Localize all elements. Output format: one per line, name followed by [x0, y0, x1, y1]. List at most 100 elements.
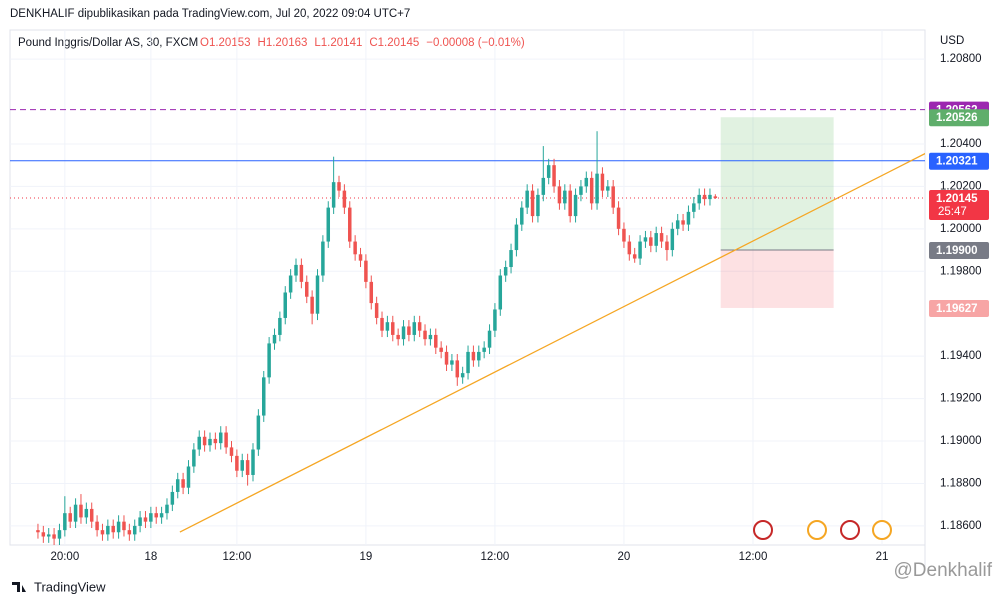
candle-body [192, 449, 196, 467]
candle-body [175, 479, 180, 492]
price-tag-label: 1.20321 [936, 156, 978, 168]
candle-body [584, 177, 589, 187]
candle-body [589, 177, 594, 204]
candle-body [380, 317, 384, 331]
candle-body [84, 508, 89, 518]
candle-body [229, 447, 234, 456]
candle-body [654, 233, 658, 246]
candle-body [622, 228, 626, 242]
candle-body [466, 351, 470, 374]
price-tag [929, 190, 989, 221]
candle-body [444, 351, 449, 365]
candle-body [218, 432, 223, 444]
candle-body [611, 186, 615, 208]
candle-body [111, 525, 115, 533]
price-tag-label: 1.19900 [936, 245, 978, 257]
flag-icon[interactable] [840, 520, 860, 540]
candle-body [208, 438, 212, 446]
candle-body [595, 173, 599, 204]
y-tick-label: 1.20200 [940, 180, 982, 192]
legend-value: L1.20141 [314, 37, 362, 49]
flag-icon[interactable] [872, 520, 892, 540]
candle-body [525, 190, 529, 208]
candle-body [649, 237, 653, 246]
symbol-title: Pound Inggris/Dollar AS, 30, FXCM [18, 37, 198, 49]
plot [10, 30, 925, 545]
price-tag-label: 1.20526 [936, 112, 978, 124]
candle-body [240, 460, 244, 471]
candle-body [407, 326, 411, 335]
y-tick-label: 1.20800 [940, 53, 982, 65]
y-tick-label: 1.19000 [940, 435, 982, 447]
y-tick-label: 1.20000 [940, 223, 982, 235]
x-tick-label: 19 [359, 551, 372, 563]
countdown: 25:47 [938, 206, 967, 218]
candle-body [181, 479, 185, 488]
watermark: @Denkhalif [894, 560, 993, 581]
candle-body [79, 504, 83, 518]
candle-body [224, 432, 228, 448]
candle-body [697, 194, 701, 204]
candle-body [638, 241, 642, 259]
candle-body [423, 330, 427, 340]
candle-body [675, 220, 680, 229]
candle-body [52, 534, 56, 539]
price-tag [929, 109, 989, 127]
x-tick-label: 21 [876, 551, 889, 563]
candle-body [122, 521, 126, 531]
legend-value: O1.20153 [200, 37, 251, 49]
price-tag [929, 299, 989, 317]
candle-body [116, 521, 121, 533]
x-tick-label: 18 [144, 551, 157, 563]
candle-body [353, 241, 357, 255]
x-tick-label: 20:00 [50, 551, 79, 563]
candle-body [46, 534, 51, 537]
candle-body [272, 334, 277, 344]
candle-body [165, 504, 169, 514]
stop-zone [720, 250, 834, 308]
flag-icon[interactable] [807, 520, 827, 540]
candle-body [665, 241, 669, 251]
candle-body [428, 334, 433, 340]
candle-body [235, 455, 239, 471]
candle-body [417, 322, 422, 331]
candle-body [337, 182, 341, 191]
trendline [179, 152, 925, 533]
flag-icon[interactable] [753, 520, 773, 540]
candle-body [348, 207, 352, 242]
currency: USD [940, 35, 964, 47]
candle-body [170, 491, 175, 505]
price-tag [929, 242, 989, 260]
candle-body [401, 326, 406, 340]
candle-body [197, 436, 201, 450]
y-tick-label: 1.19200 [940, 393, 982, 405]
candle-body [487, 330, 492, 348]
candle-body [326, 207, 331, 242]
x-tick-label: 12:00 [739, 551, 768, 563]
candle-body [643, 237, 648, 242]
candle-body [385, 322, 390, 331]
candle-body [36, 530, 40, 533]
y-tick-label: 1.19800 [940, 265, 982, 277]
event-flags [753, 520, 892, 540]
candle-body [89, 508, 94, 522]
candle-body [536, 194, 540, 217]
candle-body [557, 186, 562, 204]
candle-body [310, 296, 314, 314]
candle-body [138, 517, 142, 526]
candle-body [106, 525, 110, 535]
candle-body [503, 267, 508, 276]
candle-body [63, 513, 67, 531]
candle-body [573, 194, 578, 217]
candle-body [702, 194, 707, 200]
candle-body [498, 275, 503, 310]
candle-body [514, 224, 519, 251]
candle-body [149, 513, 153, 522]
candle-body [294, 264, 298, 276]
candle-body [552, 165, 556, 187]
candle-body [708, 194, 712, 200]
candle-body [213, 438, 218, 444]
legend: O1.20153 H1.20163 L1.20141 C1.20145 −0.00008… [200, 37, 525, 49]
legend-value: −0.00008 (−0.01%) [426, 37, 525, 49]
candle-body [251, 449, 255, 475]
